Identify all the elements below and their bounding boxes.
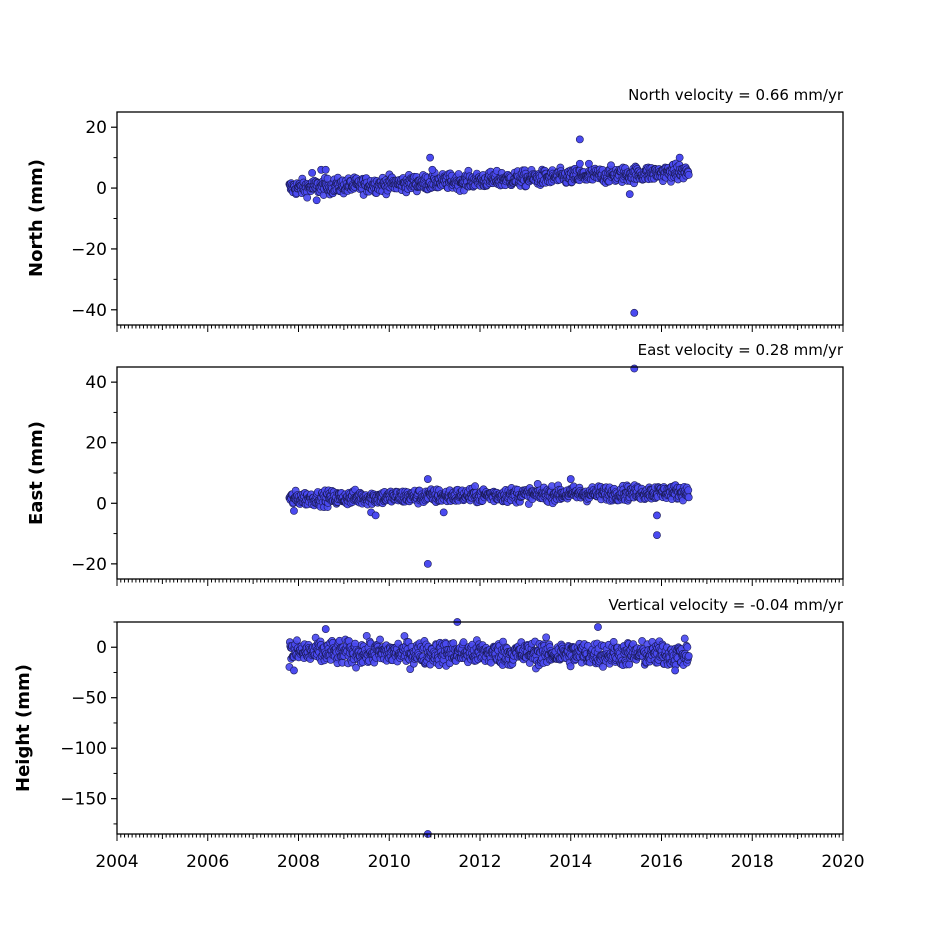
xtick-label: 2012 — [458, 852, 501, 872]
east-ytick-label: 0 — [96, 494, 107, 514]
north-outlier-point — [321, 165, 330, 174]
north-outlier-point — [585, 159, 593, 168]
north-outlier-point — [312, 196, 321, 205]
north-outlier-point — [575, 135, 584, 144]
height-point — [542, 633, 551, 642]
east-outlier-point — [653, 531, 661, 539]
north-outlier-point — [428, 165, 437, 174]
xtick-label: 2014 — [549, 852, 592, 872]
height-ytick-label: 0 — [96, 638, 107, 658]
north-outlier-point — [675, 153, 684, 162]
height-point — [376, 635, 384, 644]
east-outlier-point — [653, 511, 661, 520]
east-ytick-label: 40 — [85, 373, 107, 393]
east-outlier-point — [423, 559, 432, 568]
north-outlier-point — [630, 308, 639, 317]
east-point — [684, 486, 693, 495]
height-point — [684, 652, 693, 660]
east-ylabel: East (mm) — [26, 421, 47, 525]
east-outlier-point — [566, 475, 575, 483]
east-axes-frame — [116, 366, 844, 580]
north-ytick-label: 20 — [85, 118, 107, 138]
xtick-label: 2006 — [186, 852, 229, 872]
east-point — [684, 493, 693, 502]
north-points — [285, 135, 693, 317]
east-outlier-point — [371, 511, 380, 520]
height-ytick-label: −50 — [71, 689, 107, 709]
height-point — [625, 660, 634, 669]
xtick-label: 2008 — [277, 852, 320, 872]
height-ylabel: Height (mm) — [13, 664, 34, 792]
height-points — [285, 618, 693, 838]
east-outlier-point — [630, 364, 639, 373]
height-panel: Vertical velocity = -0.04 mm/yr Height (… — [13, 596, 865, 872]
north-outlier-point — [426, 153, 434, 162]
xtick-label: 2020 — [821, 852, 864, 872]
height-outlier-point — [290, 666, 298, 675]
east-velocity-label: East velocity = 0.28 mm/yr — [638, 341, 844, 359]
east-outlier-point — [439, 508, 448, 517]
east-outlier-point — [423, 475, 432, 483]
height-outlier-point — [671, 666, 680, 675]
north-outlier-point — [308, 168, 317, 177]
vertical-velocity-label: Vertical velocity = -0.04 mm/yr — [608, 596, 843, 614]
north-outlier-point — [575, 159, 584, 168]
north-axes-frame — [116, 111, 844, 326]
height-ytick-label: −100 — [60, 739, 107, 759]
xtick-label: 2018 — [731, 852, 774, 872]
north-ytick-label: −40 — [71, 301, 107, 321]
xtick-label: 2004 — [95, 852, 138, 872]
north-point — [303, 193, 312, 202]
north-ylabel: North (mm) — [26, 159, 47, 277]
north-panel: North velocity = 0.66 mm/yr North (mm) 2… — [26, 86, 844, 332]
height-point — [293, 636, 301, 645]
height-point — [680, 634, 689, 643]
east-ytick-label: −20 — [71, 555, 107, 575]
height-point — [683, 643, 692, 652]
north-velocity-label: North velocity = 0.66 mm/yr — [628, 86, 844, 104]
east-panel: East velocity = 0.28 mm/yr East (mm) 40 2… — [26, 341, 844, 586]
height-outlier-point — [321, 625, 330, 633]
east-ytick-label: 20 — [85, 434, 107, 454]
north-outlier-point — [625, 190, 634, 199]
north-point — [684, 170, 693, 179]
xtick-label: 2016 — [640, 852, 683, 872]
height-ytick-label: −150 — [60, 790, 107, 810]
east-outlier-point — [290, 506, 298, 515]
height-outlier-point — [594, 623, 602, 631]
east-points — [285, 364, 693, 568]
xtick-label: 2010 — [368, 852, 411, 872]
north-ytick-label: −20 — [71, 240, 107, 260]
east-point — [471, 482, 479, 491]
north-ytick-label: 0 — [96, 179, 107, 199]
